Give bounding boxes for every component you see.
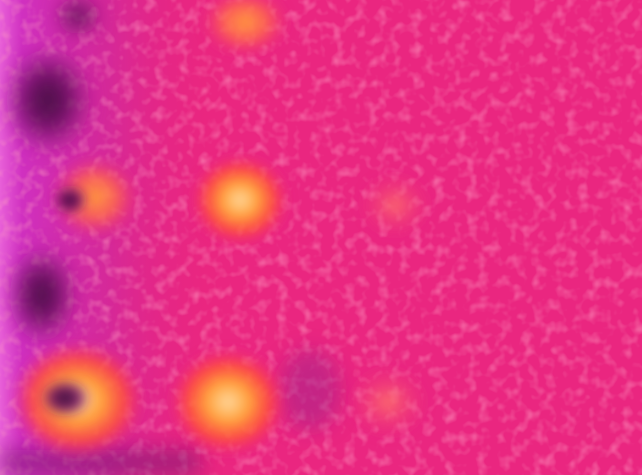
dark-cores bbox=[39, 184, 91, 418]
hot-spots bbox=[10, 0, 433, 460]
dark-spots bbox=[0, 0, 340, 475]
